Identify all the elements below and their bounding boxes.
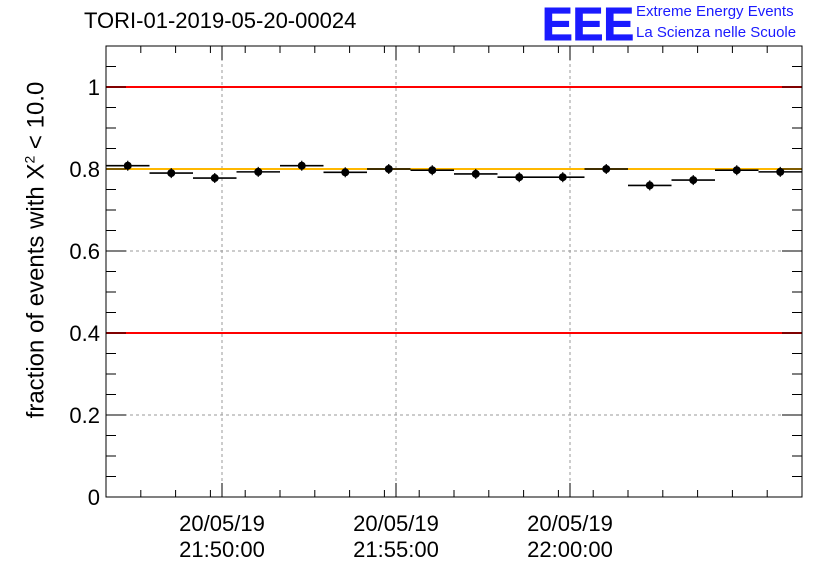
y-tick-label: 0.4 xyxy=(69,321,100,346)
y-tick-label: 0.2 xyxy=(69,403,100,428)
y-tick-label: 0.8 xyxy=(69,157,100,182)
data-point xyxy=(428,166,437,175)
eee-logo-mark: EEE xyxy=(542,0,635,51)
x-tick-label-time: 21:50:00 xyxy=(179,537,265,562)
x-tick-label-date: 20/05/19 xyxy=(527,511,613,536)
data-point xyxy=(645,181,654,190)
eee-logo: EEE xyxy=(542,0,638,51)
logo-line-2: La Scienza nelle Scuole xyxy=(636,24,797,41)
y-tick-label: 0 xyxy=(88,485,100,510)
data-point xyxy=(471,169,480,178)
data-point xyxy=(254,167,263,176)
logo-mark-text: EEE xyxy=(542,2,634,46)
data-point xyxy=(515,173,524,182)
y-tick-label: 1 xyxy=(88,75,100,100)
plot-frame xyxy=(105,45,803,498)
data-point xyxy=(558,173,567,182)
data-point xyxy=(297,161,306,170)
y-tick-label: 0.6 xyxy=(69,239,100,264)
data-point xyxy=(602,165,611,173)
data-point xyxy=(341,168,350,177)
data-point xyxy=(123,161,132,170)
x-tick-label-date: 20/05/19 xyxy=(353,511,439,536)
x-tick-label-time: 22:00:00 xyxy=(527,537,613,562)
data-point xyxy=(384,165,393,173)
chart-title: TORI-01-2019-05-20-00024 xyxy=(84,8,357,33)
x-tick-label-time: 21:55:00 xyxy=(353,537,439,562)
data-point xyxy=(776,167,785,176)
x-tick-label-date: 20/05/19 xyxy=(179,511,265,536)
data-point xyxy=(732,166,741,175)
data-point xyxy=(210,174,219,183)
data-point xyxy=(167,169,176,178)
data-point xyxy=(689,176,698,185)
logo-line-1: Extreme Energy Events xyxy=(636,3,794,20)
